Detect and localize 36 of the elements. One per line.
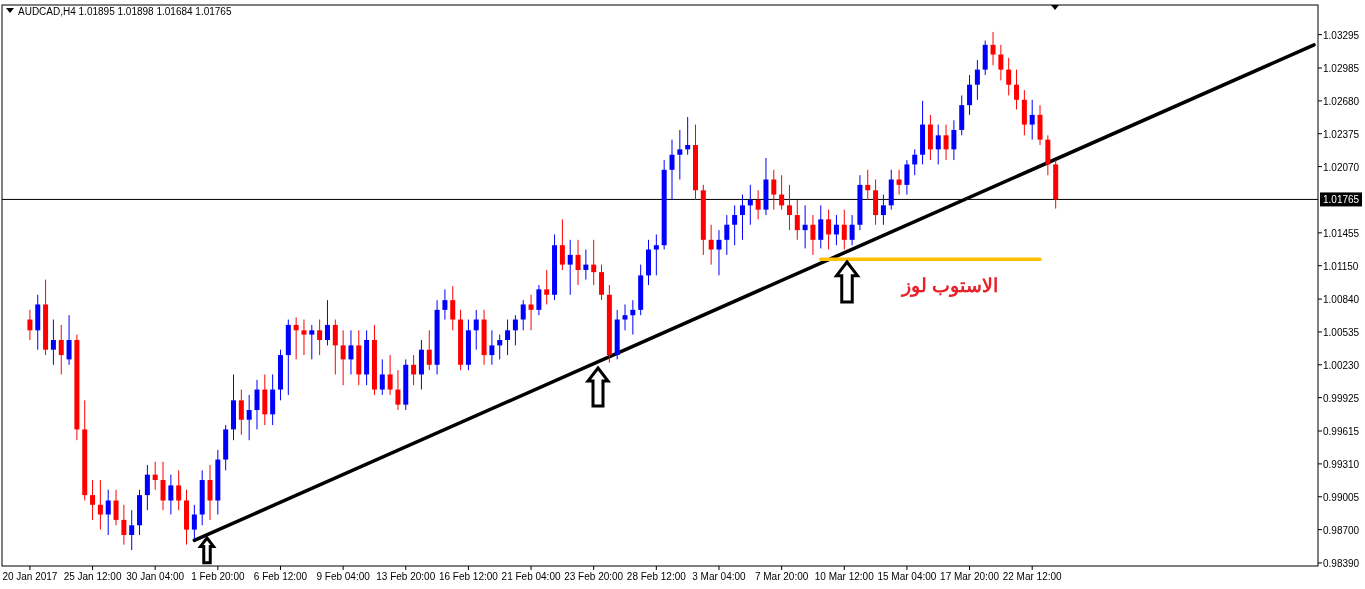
y-tick-label: 1.00840 <box>1323 294 1360 306</box>
y-tick-label: 1.02680 <box>1323 95 1360 107</box>
y-tick-label: 1.02375 <box>1323 128 1360 140</box>
y-tick-label: 0.98390 <box>1323 557 1360 569</box>
y-tick-label: 1.00535 <box>1323 326 1360 338</box>
x-tick-label: 15 Mar 04:00 <box>877 571 937 582</box>
x-tick-label: 21 Feb 04:00 <box>501 571 561 582</box>
x-tick-label: 25 Jan 12:00 <box>63 571 122 582</box>
chart-title: AUDCAD,H4 1.01895 1.01898 1.01684 1.01765 <box>18 6 232 17</box>
x-tick-label: 22 Mar 12:00 <box>1002 571 1063 582</box>
y-tick-label: 1.01150 <box>1323 260 1359 272</box>
x-tick-label: 3 Mar 04:00 <box>692 571 747 582</box>
x-tick-label: 10 Mar 12:00 <box>814 571 875 582</box>
y-tick-label: 0.99925 <box>1323 392 1360 404</box>
x-tick-label: 20 Jan 2017 <box>2 571 58 582</box>
x-tick-label: 6 Feb 12:00 <box>253 571 308 582</box>
y-tick-label: 0.99005 <box>1323 491 1360 503</box>
annotation: الاستوب لوز <box>899 275 999 297</box>
y-tick-label: 0.99615 <box>1323 426 1360 438</box>
y-tick-label: 1.00230 <box>1323 359 1360 371</box>
y-tick-label: 1.03295 <box>1323 29 1360 41</box>
x-tick-label: 13 Feb 20:00 <box>376 571 436 582</box>
ref-line-label: 1.01765 <box>1323 194 1360 206</box>
y-tick-label: 1.02985 <box>1323 63 1360 75</box>
x-tick-label: 17 Mar 20:00 <box>940 571 1000 582</box>
x-tick-label: 28 Feb 12:00 <box>626 571 687 582</box>
y-tick-label: 0.99310 <box>1323 458 1360 470</box>
x-tick-label: 9 Feb 04:00 <box>316 571 371 582</box>
x-tick-label: 1 Feb 20:00 <box>191 571 245 582</box>
y-tick-label: 1.02070 <box>1323 161 1360 173</box>
x-tick-label: 30 Jan 04:00 <box>126 571 185 582</box>
x-tick-label: 7 Mar 20:00 <box>754 571 809 582</box>
x-tick-label: 23 Feb 20:00 <box>564 571 624 582</box>
y-tick-label: 0.98700 <box>1323 524 1360 536</box>
x-tick-label: 16 Feb 12:00 <box>438 571 499 582</box>
y-tick-label: 1.01455 <box>1323 227 1360 239</box>
